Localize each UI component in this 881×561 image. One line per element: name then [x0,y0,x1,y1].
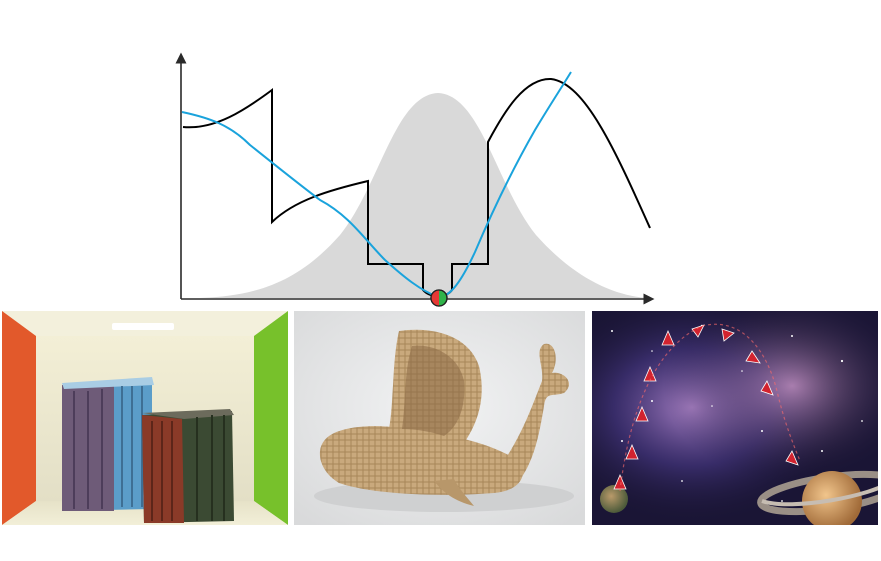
smoothed-curve [181,71,572,298]
rockets-around-saturn-render [592,311,878,525]
optimization-diagram [175,52,655,307]
density-curve [200,93,648,298]
wicker-whale-basket-render [294,311,585,525]
minimum-marker [430,289,448,307]
cornell-box-render [2,311,288,525]
